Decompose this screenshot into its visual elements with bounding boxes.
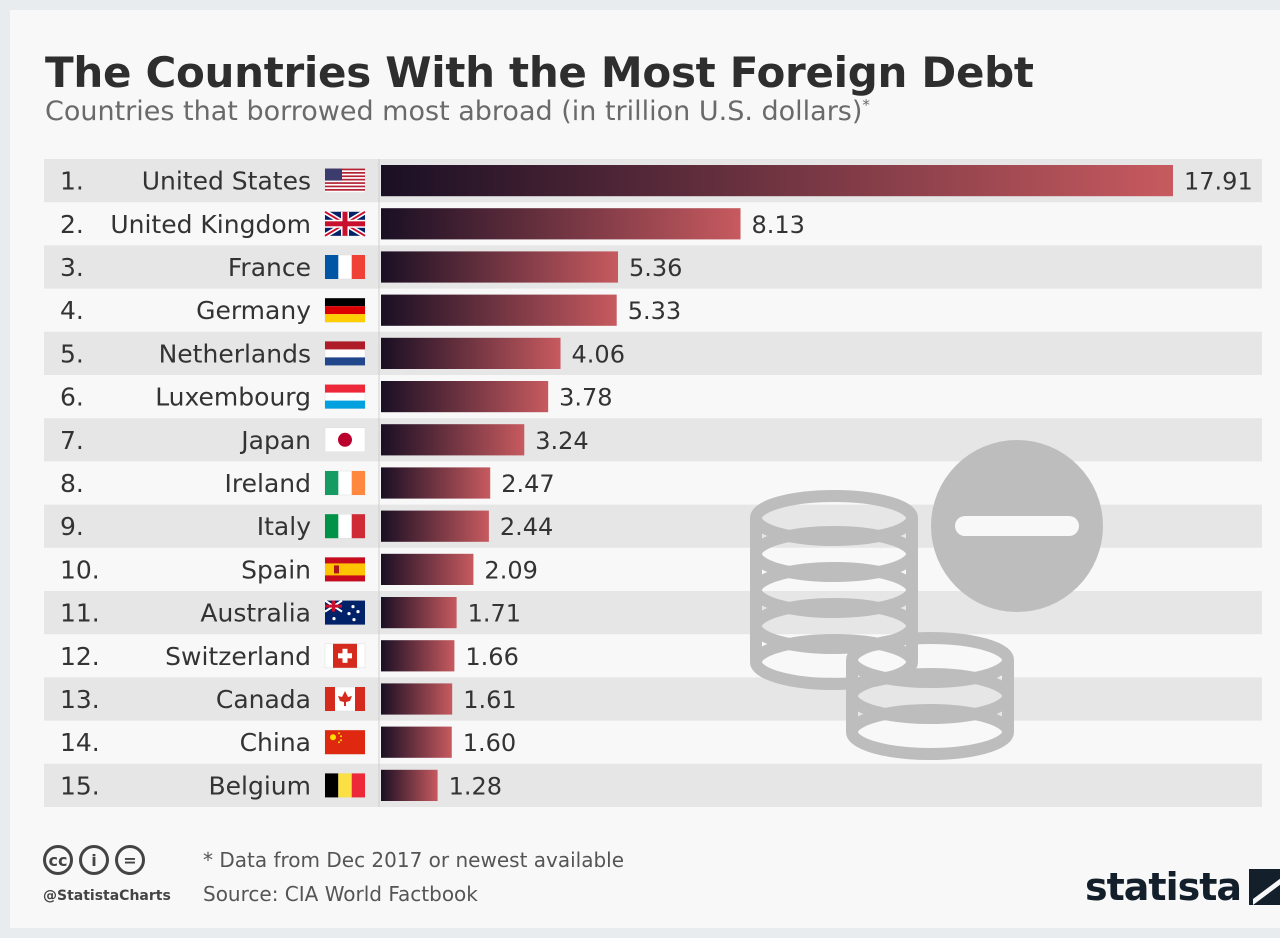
- value-label: 3.78: [559, 384, 612, 412]
- bar: [381, 553, 474, 585]
- value-label: 1.60: [463, 729, 516, 757]
- bar: [381, 769, 438, 801]
- country-label: Spain: [241, 555, 311, 584]
- bar: [381, 640, 455, 672]
- subtitle-text: Countries that borrowed most abroad (in …: [45, 96, 863, 127]
- italy-flag-icon: [324, 513, 366, 539]
- china-flag-icon: [324, 729, 366, 755]
- brand-name: statista: [1085, 865, 1242, 909]
- country-label: Italy: [257, 512, 311, 541]
- bar: [381, 726, 452, 758]
- value-label: 5.36: [629, 254, 682, 282]
- value-label: 4.06: [572, 340, 625, 368]
- creative-commons-icon: cc: [43, 845, 73, 875]
- bar: [381, 424, 525, 456]
- license-icons: cc i =: [43, 845, 145, 875]
- country-label: Belgium: [209, 771, 312, 800]
- ireland-flag-icon: [324, 470, 366, 496]
- chart-title: The Countries With the Most Foreign Debt: [45, 48, 1034, 97]
- attribution-icon: i: [79, 845, 109, 875]
- rank-label: 15.: [60, 771, 100, 800]
- rank-label: 4.: [60, 296, 84, 325]
- bar: [381, 381, 549, 413]
- rank-label: 1.: [60, 167, 84, 196]
- bar: [381, 597, 457, 629]
- bar: [381, 208, 741, 240]
- bar: [381, 467, 491, 499]
- luxembourg-flag-icon: [324, 384, 366, 409]
- statista-mark-icon: [1249, 869, 1280, 905]
- rank-label: 14.: [60, 728, 100, 757]
- coins-minus-icon: [750, 440, 1103, 760]
- country-label: Germany: [196, 296, 311, 325]
- germany-flag-icon: [324, 297, 366, 323]
- country-label: Luxembourg: [155, 383, 311, 412]
- canada-flag-icon: [324, 686, 366, 712]
- rank-label: 11.: [60, 599, 100, 628]
- france-flag-icon: [324, 254, 366, 280]
- footer-note: * Data from Dec 2017 or newest available: [203, 848, 625, 872]
- belgium-flag-icon: [324, 773, 366, 798]
- rank-label: 3.: [60, 253, 84, 282]
- rank-label: 9.: [60, 512, 84, 541]
- value-label: 2.09: [484, 556, 537, 584]
- switzerland-flag-icon: [324, 643, 366, 669]
- bar: [381, 510, 489, 542]
- bar: [381, 251, 619, 283]
- bar: [381, 165, 1173, 197]
- row-stripe: [44, 331, 1262, 375]
- country-label: Australia: [200, 599, 311, 628]
- row-stripe: [44, 418, 1262, 462]
- country-label: Ireland: [225, 469, 311, 498]
- country-label: United States: [142, 167, 311, 196]
- social-handle: @StatistaCharts: [43, 888, 171, 904]
- footer-source: Source: CIA World Factbook: [203, 882, 478, 906]
- spain-flag-icon: [324, 557, 366, 582]
- japan-flag-icon: [324, 427, 366, 453]
- bar: [381, 683, 453, 715]
- rank-label: 2.: [60, 210, 84, 239]
- value-label: 8.13: [752, 211, 805, 239]
- value-label: 3.24: [535, 427, 588, 455]
- value-label: 5.33: [628, 297, 681, 325]
- rank-label: 13.: [60, 685, 100, 714]
- uk-flag-icon: [323, 209, 367, 238]
- minus-bar: [955, 516, 1079, 536]
- rank-label: 6.: [60, 383, 84, 412]
- statista-logo: statista: [1085, 865, 1280, 909]
- value-label: 1.66: [465, 643, 518, 671]
- netherlands-flag-icon: [324, 341, 366, 366]
- rank-label: 8.: [60, 469, 84, 498]
- value-label: 1.28: [449, 772, 502, 800]
- subtitle-footnote-mark: *: [862, 96, 870, 114]
- country-label: Netherlands: [159, 339, 311, 368]
- row-stripe: [44, 677, 1262, 721]
- row-stripe: [44, 763, 1262, 807]
- rank-label: 7.: [60, 426, 84, 455]
- country-label: Switzerland: [165, 642, 311, 671]
- row-stripe: [44, 245, 1262, 289]
- rank-label: 12.: [60, 642, 100, 671]
- country-label: Japan: [239, 426, 311, 455]
- value-label: 1.61: [463, 686, 516, 714]
- chart-subtitle: Countries that borrowed most abroad (in …: [45, 96, 870, 127]
- country-label: France: [228, 253, 311, 282]
- value-label: 2.47: [501, 470, 554, 498]
- country-label: Canada: [216, 685, 311, 714]
- value-label: 2.44: [500, 513, 553, 541]
- bar: [381, 337, 561, 369]
- rank-label: 5.: [60, 339, 84, 368]
- value-label: 1.71: [468, 600, 521, 628]
- country-label: China: [240, 728, 311, 757]
- us-flag-icon: [324, 168, 366, 193]
- no-derivatives-icon: =: [115, 845, 145, 875]
- australia-flag-icon: [324, 599, 366, 625]
- value-label: 17.91: [1184, 168, 1253, 196]
- bar: [381, 294, 617, 326]
- rank-label: 10.: [60, 555, 100, 584]
- country-label: United Kingdom: [110, 210, 311, 239]
